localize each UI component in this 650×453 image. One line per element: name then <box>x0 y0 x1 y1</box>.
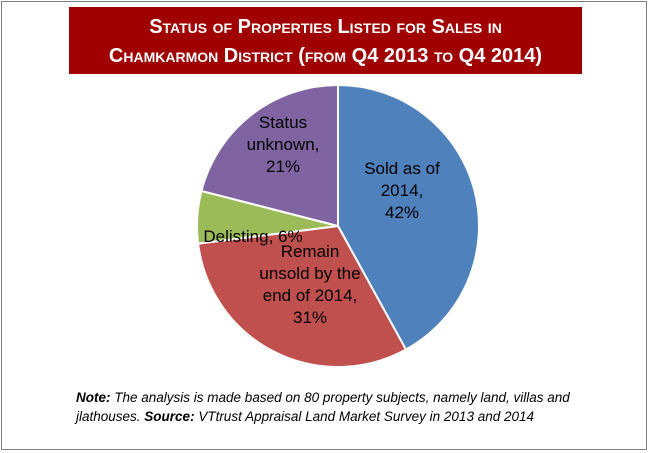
slice-label: Remain unsold by the end of 2014, 31% <box>259 242 360 327</box>
slice-label-line: 21% <box>266 157 300 176</box>
slice-label-line: Sold as of <box>364 159 440 178</box>
slice-label-line: end of 2014, <box>263 286 358 305</box>
slice-label-line: Status <box>259 113 307 132</box>
pie-slice <box>196 224 408 368</box>
note-label: Note: <box>76 390 111 405</box>
chart-title-line-1: Status of Properties Listed for Sales in <box>149 16 502 38</box>
slice-label-line: 2014, <box>381 181 424 200</box>
chart-note: Note: The analysis is made based on 80 p… <box>76 388 636 426</box>
source-label: Source: <box>144 409 195 424</box>
slice-label: Sold as of 2014, 42% <box>364 159 440 222</box>
slice-label: Delisting, 6% <box>203 227 302 246</box>
slice-label-line: 42% <box>385 203 419 222</box>
slice-label-line: unsold by the <box>259 264 360 283</box>
slice-label-line: 31% <box>293 308 327 327</box>
chart-title: Status of Properties Listed for Sales in… <box>69 7 582 74</box>
source-text: VTtrust Appraisal Land Market Survey in … <box>194 409 535 424</box>
note-text: The analysis is made based on 80 propert… <box>76 390 570 424</box>
slice-label-line: unknown, <box>247 135 320 154</box>
pie-slice <box>200 83 339 228</box>
pie-slice <box>337 83 480 351</box>
slice-label: Status unknown, 21% <box>247 113 320 176</box>
slice-label-line: Remain <box>281 242 340 261</box>
slice-label-line: Delisting, 6% <box>203 227 302 246</box>
chart-title-line-2: Chamkarmon District (from Q4 2013 to Q4 … <box>108 45 543 67</box>
